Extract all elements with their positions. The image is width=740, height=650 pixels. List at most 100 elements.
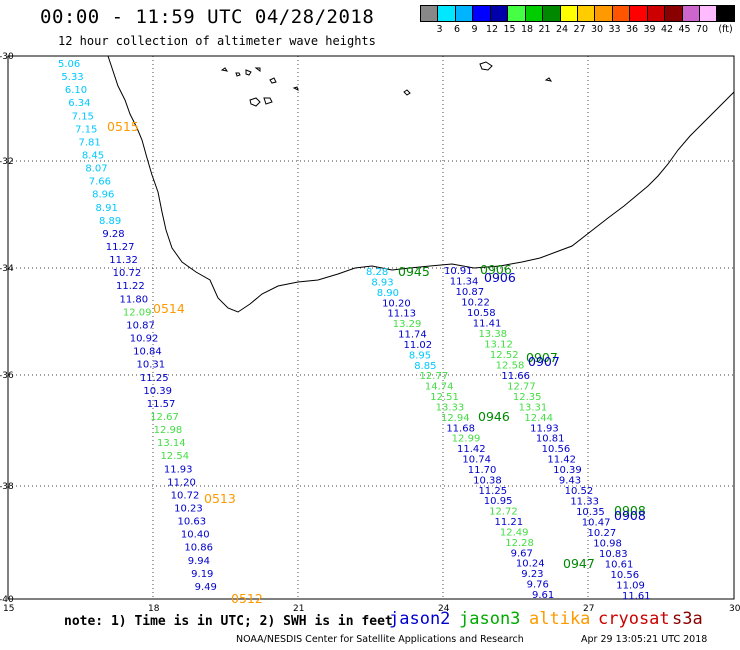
wave-height-value: 7.66 (89, 177, 111, 188)
wave-height-value: 10.22 (461, 297, 490, 308)
wave-height-value: 10.87 (126, 320, 155, 331)
wave-height-value: 10.74 (462, 455, 491, 466)
wave-height-value: 12.58 (496, 360, 525, 371)
wave-height-value: 7.15 (72, 111, 94, 122)
legend-label: 12 (485, 24, 499, 35)
legend-swatch (455, 6, 474, 21)
wave-height-value: 9.28 (102, 229, 124, 240)
wave-height-value: 11.25 (478, 486, 507, 497)
coastline (107, 55, 735, 313)
map-frame (7, 55, 735, 600)
legend-swatch (473, 6, 491, 21)
wave-height-value: 10.72 (171, 490, 200, 501)
legend-label: 18 (520, 24, 534, 35)
track-time-label: 0906 (480, 262, 512, 277)
legend-label: 9 (471, 24, 478, 35)
wave-height-value: 10.52 (565, 486, 594, 497)
wave-height-value: 11.21 (495, 517, 524, 528)
wave-height-value: 11.61 (622, 591, 651, 602)
legend-label: 24 (555, 24, 569, 35)
legend-swatch (647, 6, 666, 21)
wave-height-value: 8.96 (92, 190, 114, 201)
legend-label: 42 (660, 24, 674, 35)
wave-height-value: 11.22 (116, 281, 145, 292)
wave-height-value: 12.98 (154, 425, 183, 436)
wave-height-value: 12.67 (150, 412, 179, 423)
lon-label: 21 (293, 604, 304, 614)
legend-swatch (438, 6, 456, 21)
map-title: 00:00 - 11:59 UTC 04/28/2018 (40, 6, 375, 28)
legend-swatch (490, 6, 509, 21)
wave-height-value: 11.93 (164, 464, 193, 475)
legend-swatch (525, 6, 544, 21)
legend-swatch (612, 6, 631, 21)
wave-height-value: 10.35 (576, 507, 605, 518)
lon-label: 30 (729, 604, 740, 614)
wave-height-value: 8.07 (85, 164, 107, 175)
satellite-cryosat: cryosat (598, 609, 670, 629)
wave-height-value: 11.66 (501, 371, 530, 382)
wave-height-value: 10.83 (599, 549, 628, 560)
wave-height-value: 14.74 (425, 382, 454, 393)
legend-label: 70 (695, 24, 709, 35)
track-time-label: 0947 (563, 556, 595, 571)
track-time-label: 0513 (204, 491, 236, 506)
satellite-s3a: s3a (672, 609, 703, 629)
map-subtitle: 12 hour collection of altimeter wave hei… (58, 34, 376, 48)
satellite-jason3: jason3 (459, 609, 521, 629)
wave-height-value: 10.40 (181, 530, 210, 541)
wave-height-value: 10.91 (444, 266, 473, 277)
wave-height-value: 10.86 (184, 543, 213, 554)
legend-label: 36 (625, 24, 639, 35)
wave-height-value: 10.39 (143, 386, 172, 397)
wave-height-value: 10.20 (382, 298, 411, 309)
wave-height-value: 10.47 (582, 518, 611, 529)
legend-swatch (543, 6, 561, 21)
legend-label: 27 (573, 24, 586, 35)
track-time-label: 0906 (484, 270, 516, 285)
wave-height-value: 11.25 (140, 373, 169, 384)
wave-height-value: 13.31 (519, 402, 548, 413)
legend-swatch (508, 6, 526, 21)
wave-height-value: 10.24 (516, 559, 545, 570)
legend-label: 21 (538, 24, 551, 35)
wave-height-value: 11.42 (457, 444, 486, 455)
wave-height-value: 11.32 (109, 255, 138, 266)
wave-height-value: 10.72 (113, 268, 142, 279)
legend-swatch (682, 6, 700, 21)
legend-label: 6 (453, 24, 461, 35)
timestamp: Apr 29 13:05:21 UTC 2018 (581, 634, 708, 645)
legend-swatch (630, 6, 648, 21)
wave-height-value: 10.84 (133, 347, 162, 358)
wave-height-value: 10.98 (593, 539, 622, 550)
legend-label: 45 (678, 24, 691, 35)
legend-swatch (595, 6, 613, 21)
wave-height-value: 11.41 (473, 318, 502, 329)
wave-height-value: 12.28 (505, 538, 534, 549)
wave-height-value: 11.02 (403, 340, 432, 351)
wave-height-value: 8.93 (371, 277, 393, 288)
wave-height-value: 13.12 (484, 339, 513, 350)
wave-height-value: 8.91 (96, 203, 118, 214)
legend-labels: 3 6 9 12 15 18 21 24 27 30 33 36 39 42 45 70 (ft) (420, 22, 735, 36)
legend-swatch (665, 6, 683, 21)
legend-swatch (577, 6, 596, 21)
legend-swatches (420, 5, 735, 22)
wave-height-value: 12.09 (123, 307, 152, 318)
lat-label: -38 (0, 482, 14, 492)
wave-height-value: 10.31 (137, 360, 166, 371)
wave-height-value: 10.63 (178, 517, 207, 528)
legend-label: 15 (503, 24, 516, 35)
track-time-label: 0514 (153, 301, 185, 316)
track-time-label: 0945 (398, 264, 430, 279)
wave-height-value: 12.44 (524, 413, 553, 424)
wave-height-value: 10.39 (553, 465, 582, 476)
wave-height-value: 11.57 (147, 399, 176, 410)
wave-height-value: 12.54 (160, 451, 189, 462)
wave-height-value: 10.61 (605, 560, 634, 571)
satellite-altika: altika (529, 609, 591, 629)
wave-height-value: 9.43 (559, 476, 581, 487)
wave-height-value: 6.34 (68, 98, 90, 109)
wave-height-value: 11.13 (387, 309, 416, 320)
wave-height-value: 9.61 (532, 590, 554, 601)
